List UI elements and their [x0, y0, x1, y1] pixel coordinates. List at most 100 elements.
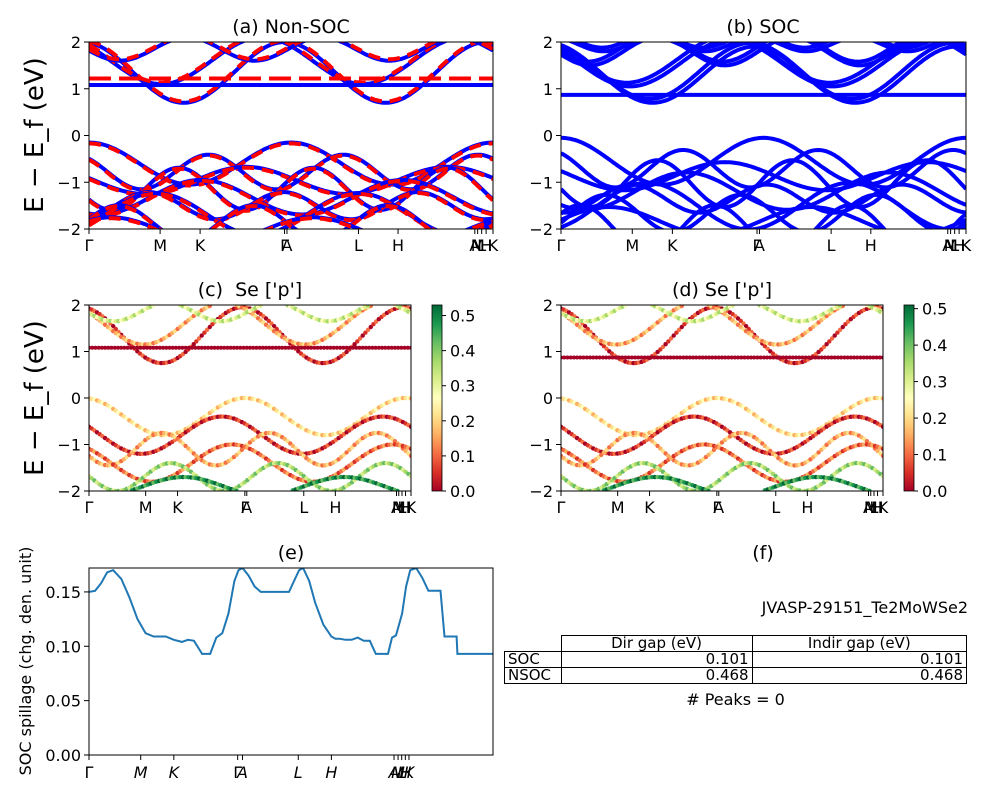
flat-band-point: [312, 345, 317, 350]
kpoint-label: A: [281, 236, 292, 255]
panel-a-yaxis: −2 −1 0 1 2: [57, 33, 89, 239]
flat-band-point: [594, 355, 599, 360]
flat-band-point: [103, 345, 108, 350]
kpoint-label: K: [961, 236, 972, 255]
flat-band-point: [861, 355, 866, 360]
flat-band-point: [839, 355, 844, 360]
kpoint-label: H: [399, 763, 411, 782]
kpoint-label: Γ: [85, 763, 94, 782]
flat-band-point: [241, 345, 246, 350]
flat-band-point: [636, 355, 641, 360]
flat-band-point: [819, 355, 824, 360]
flat-band-point: [157, 345, 162, 350]
flat-band-point: [251, 345, 256, 350]
flat-band-point: [286, 345, 291, 350]
kpoint-label: A: [391, 498, 402, 517]
y-tick-label: 0.00: [45, 746, 81, 765]
kpoint-label: H: [329, 498, 341, 517]
projection-point: [357, 336, 363, 341]
flat-band-point: [803, 355, 808, 360]
flat-band-point: [681, 355, 686, 360]
projection-point: [365, 305, 371, 308]
flat-band-point: [784, 355, 789, 360]
flat-band-point: [687, 355, 692, 360]
band-curve: [574, 42, 933, 50]
flat-band-point: [367, 345, 372, 350]
kpoint-label: A: [241, 498, 252, 517]
flat-band-point: [832, 355, 837, 360]
flat-band-point: [694, 355, 699, 360]
projection-point: [674, 330, 679, 335]
flat-band-point: [373, 345, 378, 350]
flat-band-point: [190, 345, 194, 350]
flat-band-point: [93, 345, 98, 350]
y-tick-label: 0: [543, 127, 553, 146]
kpoint-label: L: [299, 498, 308, 517]
flat-band-point: [296, 345, 301, 350]
panel-d-projection: [561, 305, 883, 491]
flat-band-point: [389, 345, 394, 350]
flat-band-point: [280, 345, 285, 350]
projection-point: [837, 327, 843, 332]
colorbar-tick-label: 0.4: [922, 336, 947, 355]
flat-band-point: [591, 355, 596, 360]
kpoint-label: Γ: [85, 236, 94, 255]
flat-band-point: [148, 345, 153, 350]
colorbar-tick-label: 0.1: [450, 447, 475, 466]
flat-band-point: [264, 345, 269, 350]
kpoint-label: L: [827, 236, 836, 255]
kpoint-label: A: [713, 498, 724, 517]
colorbar-tick-label: 0.5: [450, 307, 475, 326]
projection-point: [840, 324, 845, 330]
flat-band-point: [196, 345, 201, 350]
kpoint-label: H: [392, 236, 404, 255]
kpoint-label: A: [236, 763, 248, 782]
flat-band-point: [354, 345, 359, 350]
band-curve: [89, 42, 493, 62]
flat-band-point: [778, 355, 782, 360]
flat-band-point: [199, 345, 204, 350]
flat-band-point: [726, 355, 731, 360]
flat-band-point: [623, 355, 628, 360]
band-curve: [89, 204, 493, 229]
projection-point: [234, 488, 239, 491]
flat-band-point: [720, 355, 724, 360]
flat-band-point: [164, 345, 169, 350]
flat-band-point: [399, 345, 404, 350]
kpoint-label: A: [942, 236, 953, 255]
projection-point: [196, 336, 202, 341]
projection-point: [355, 339, 360, 344]
projection-point: [582, 324, 588, 329]
y-tick-label: 1: [71, 343, 81, 362]
flat-band-point: [658, 355, 663, 360]
y-tick-label: −1: [57, 436, 81, 455]
kpoint-label: A: [469, 236, 480, 255]
flat-band-point: [392, 345, 397, 350]
flat-band-point: [755, 355, 760, 360]
flat-band-point: [341, 345, 346, 350]
kpoint-label: M: [611, 498, 625, 517]
flat-band-point: [771, 355, 776, 360]
flat-band-point: [617, 355, 621, 360]
flat-band-point: [396, 345, 401, 350]
projection-point: [679, 324, 684, 330]
kpoint-label: H: [400, 498, 412, 517]
kpoint-label: L: [354, 236, 363, 255]
y-tick-label: 2: [543, 33, 553, 52]
y-tick-label: 1: [543, 343, 553, 362]
flat-band-point: [642, 355, 647, 360]
band-curve: [89, 166, 493, 213]
projection-point: [151, 305, 156, 308]
panel-e-frame: [88, 567, 494, 756]
flat-band-point: [877, 355, 882, 360]
projection-point: [880, 446, 883, 452]
y-tick-label: 0.10: [45, 637, 81, 656]
flat-band-point: [138, 345, 143, 350]
projection-point: [679, 305, 684, 309]
flat-band-point: [761, 355, 766, 360]
flat-band-point: [697, 355, 702, 360]
